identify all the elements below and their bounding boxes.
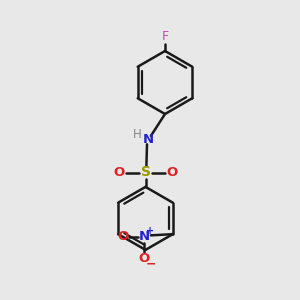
Text: +: + <box>146 226 154 236</box>
Text: O: O <box>139 252 150 265</box>
Text: O: O <box>114 166 125 179</box>
Text: N: N <box>142 133 154 146</box>
Text: O: O <box>166 166 177 179</box>
Text: S: S <box>140 166 151 179</box>
Text: −: − <box>146 257 156 270</box>
Text: O: O <box>117 230 128 243</box>
Text: F: F <box>161 30 169 43</box>
Text: N: N <box>139 230 150 243</box>
Text: H: H <box>133 128 142 141</box>
